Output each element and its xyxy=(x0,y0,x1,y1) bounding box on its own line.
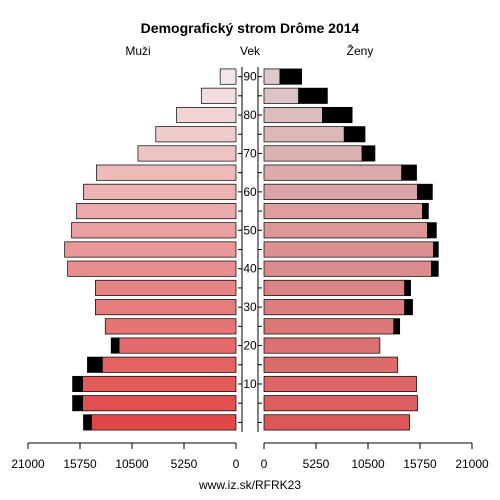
female-bar-15-19 xyxy=(263,356,399,373)
female-excess-bar-50-54 xyxy=(427,222,437,239)
axes-group: 21000 15750 10500 5250 0 0 5250 10500 15750 21000… xyxy=(11,67,489,471)
male-bar-10-14 xyxy=(82,375,237,393)
right-x-tick-label: 5250 xyxy=(303,457,330,471)
female-bar-70-74 xyxy=(263,145,363,162)
female-bar-25-29 xyxy=(263,318,395,335)
female-excess-bar-45-49 xyxy=(433,241,439,258)
age-tick-label: 40 xyxy=(243,262,257,276)
female-bar-85-89 xyxy=(263,87,300,104)
male-bar-5-9 xyxy=(82,395,237,412)
female-excess-bar-60-64 xyxy=(417,183,433,200)
male-bar-75-79 xyxy=(155,126,237,143)
male-excess-bar-15-19 xyxy=(87,356,103,373)
age-tick-label: 60 xyxy=(243,185,257,199)
left-x-tick-label: 10500 xyxy=(115,457,149,471)
male-bar-50-54 xyxy=(71,222,237,239)
male-bar-45-49 xyxy=(64,241,237,258)
male-excess-bar-20-24 xyxy=(110,337,120,354)
male-bar-65-69 xyxy=(95,164,237,181)
male-excess-bar-5-9 xyxy=(72,395,83,412)
female-bar-50-54 xyxy=(263,222,428,239)
female-bar-60-64 xyxy=(263,183,418,200)
female-bar-35-39 xyxy=(263,279,405,296)
chart-title: Demografický strom Drôme 2014 xyxy=(141,20,360,36)
age-tick-label: 30 xyxy=(243,300,257,314)
age-tick-label: 20 xyxy=(243,339,257,353)
male-bar-30-34 xyxy=(95,299,237,316)
female-excess-bar-35-39 xyxy=(404,279,411,296)
female-excess-bar-65-69 xyxy=(401,164,417,181)
age-tick-label: 10 xyxy=(243,377,257,391)
females-label: Ženy xyxy=(347,43,374,58)
male-bar-55-59 xyxy=(76,203,237,220)
female-excess-bar-90+ xyxy=(279,68,302,85)
female-excess-bar-75-79 xyxy=(343,126,366,143)
male-bar-60-64 xyxy=(83,183,237,200)
female-bar-90+ xyxy=(263,68,281,85)
right-x-tick-label: 15750 xyxy=(403,457,437,471)
male-bar-15-19 xyxy=(101,356,237,373)
female-bar-45-49 xyxy=(263,241,434,258)
left-x-tick-label: 15750 xyxy=(63,457,97,471)
female-excess-bar-55-59 xyxy=(422,203,429,220)
age-tick-label: 80 xyxy=(243,108,257,122)
female-bar-75-79 xyxy=(263,126,345,143)
age-tick-label: 70 xyxy=(243,146,257,160)
male-excess-bar-0-4 xyxy=(83,414,92,431)
left-x-tick-label: 5250 xyxy=(171,457,198,471)
female-excess-bar-85-89 xyxy=(298,87,328,104)
male-excess-bar-10-14 xyxy=(72,375,83,393)
age-tick-label: 50 xyxy=(243,223,257,237)
male-bar-90+ xyxy=(219,68,237,85)
male-bar-35-39 xyxy=(95,279,237,296)
age-axis-label: Vek xyxy=(240,44,261,58)
female-excess-bar-70-74 xyxy=(361,145,376,162)
female-excess-bar-80-84 xyxy=(322,106,353,124)
right-x-tick-label: 0 xyxy=(261,457,268,471)
male-bar-0-4 xyxy=(91,414,237,431)
female-bar-40-44 xyxy=(263,260,432,277)
right-x-tick-label: 10500 xyxy=(351,457,385,471)
female-bar-0-4 xyxy=(263,414,410,431)
bars-group xyxy=(64,68,439,431)
female-bar-20-24 xyxy=(263,337,381,354)
female-bar-5-9 xyxy=(263,395,418,412)
age-tick-label: 90 xyxy=(243,70,257,84)
female-bar-30-34 xyxy=(263,299,405,316)
male-bar-25-29 xyxy=(104,318,237,335)
left-x-tick-label: 21000 xyxy=(11,457,45,471)
male-bar-80-84 xyxy=(176,106,237,124)
males-label: Muži xyxy=(125,44,150,58)
male-bar-20-24 xyxy=(118,337,237,354)
left-x-tick-label: 0 xyxy=(233,457,240,471)
female-excess-bar-40-44 xyxy=(431,260,439,277)
male-bar-85-89 xyxy=(200,87,237,104)
female-excess-bar-25-29 xyxy=(393,318,401,335)
right-x-tick-label: 21000 xyxy=(455,457,489,471)
female-bar-80-84 xyxy=(263,106,323,124)
female-bar-55-59 xyxy=(263,203,423,220)
footer-text: www.iz.sk/RFRK23 xyxy=(198,478,301,492)
male-bar-40-44 xyxy=(67,260,237,277)
female-excess-bar-30-34 xyxy=(404,299,413,316)
male-bar-70-74 xyxy=(137,145,237,162)
female-bar-10-14 xyxy=(263,375,417,393)
female-bar-65-69 xyxy=(263,164,403,181)
